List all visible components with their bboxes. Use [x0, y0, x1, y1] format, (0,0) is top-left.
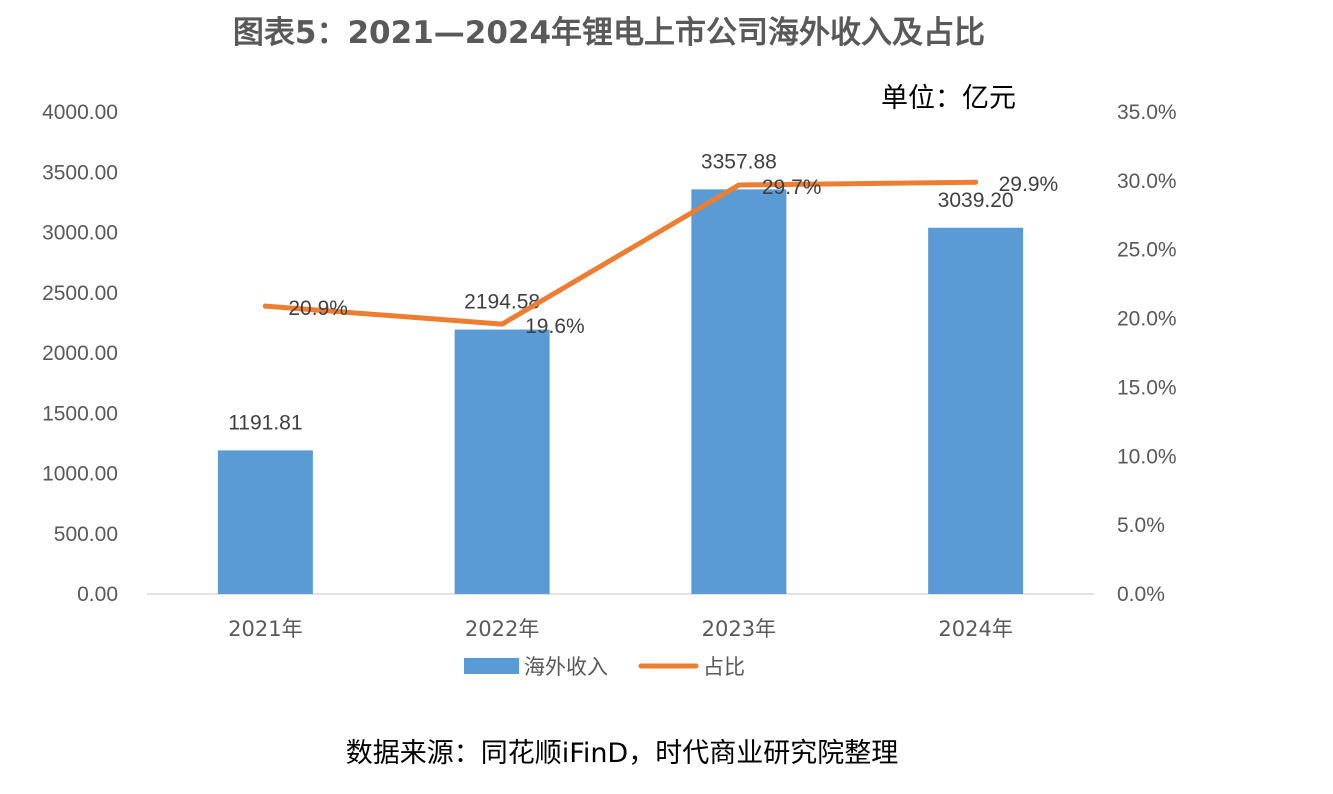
y-right-tick-label: 30.0%: [1117, 170, 1177, 193]
y-left-tick-label: 0.00: [77, 583, 118, 606]
y-left-tick-label: 2500.00: [42, 282, 118, 305]
line-point: [262, 303, 268, 309]
bar: [928, 227, 1024, 594]
right-axis: 0.0% 5.0% 10.0% 15.0% 20.0% 25.0% 30.0% 35.0%: [1117, 101, 1177, 606]
bar: [691, 189, 787, 594]
x-tick-label: 2024年: [938, 617, 1012, 641]
y-right-tick-label: 20.0%: [1117, 308, 1177, 331]
unit-label: 单位：亿元: [881, 83, 1016, 114]
bar-data-label: 1191.81: [228, 411, 302, 434]
x-tick-label: 2021年: [228, 617, 302, 641]
bar-series: 1191.81 2194.58 3357.88 3039.20: [217, 150, 1024, 594]
y-left-tick-label: 1000.00: [42, 463, 118, 486]
line-data-label: 19.6%: [525, 315, 585, 338]
x-tick-label: 2022年: [465, 617, 539, 641]
y-left-tick-label: 500.00: [54, 523, 118, 546]
bar-data-label: 3039.20: [938, 189, 1014, 212]
line-series: 20.9% 19.6% 29.7% 29.9%: [262, 173, 1059, 338]
y-right-tick-label: 15.0%: [1117, 376, 1177, 399]
source-note: 数据来源：同花顺iFinD，时代商业研究院整理: [346, 738, 898, 769]
y-left-tick-label: 1500.00: [42, 402, 118, 425]
bar: [454, 329, 550, 594]
bar: [217, 450, 313, 594]
legend: 海外收入 占比: [464, 655, 745, 679]
line-point: [973, 179, 979, 185]
y-left-tick-label: 4000.00: [42, 101, 118, 124]
y-right-tick-label: 5.0%: [1117, 514, 1165, 537]
line-data-label: 29.9%: [999, 173, 1059, 196]
bar-data-label: 3357.88: [701, 150, 777, 173]
line-point: [499, 321, 505, 327]
legend-label-bar: 海外收入: [524, 655, 608, 679]
y-right-tick-label: 35.0%: [1117, 101, 1177, 124]
y-right-tick-label: 25.0%: [1117, 239, 1177, 262]
y-left-tick-label: 3000.00: [42, 222, 118, 245]
legend-label-line: 占比: [703, 655, 745, 679]
bar-data-label: 2194.58: [464, 291, 540, 314]
x-axis: 2021年 2022年 2023年 2024年: [228, 617, 1013, 641]
y-left-tick-label: 2000.00: [42, 342, 118, 365]
share-line: [262, 179, 979, 327]
line-data-label: 29.7%: [762, 176, 822, 199]
y-right-tick-label: 10.0%: [1117, 445, 1177, 468]
y-right-tick-label: 0.0%: [1117, 583, 1165, 606]
y-left-tick-label: 3500.00: [42, 161, 118, 184]
line-data-label: 20.9%: [288, 297, 348, 320]
left-axis: 0.00 500.00 1000.00 1500.00 2000.00 2500.00 30…: [42, 101, 118, 606]
line-point: [736, 182, 742, 188]
x-tick-label: 2023年: [702, 617, 776, 641]
legend-swatch-bar: [464, 658, 519, 674]
chart-title: 图表5：2021—2024年锂电上市公司海外收入及占比: [233, 15, 985, 51]
